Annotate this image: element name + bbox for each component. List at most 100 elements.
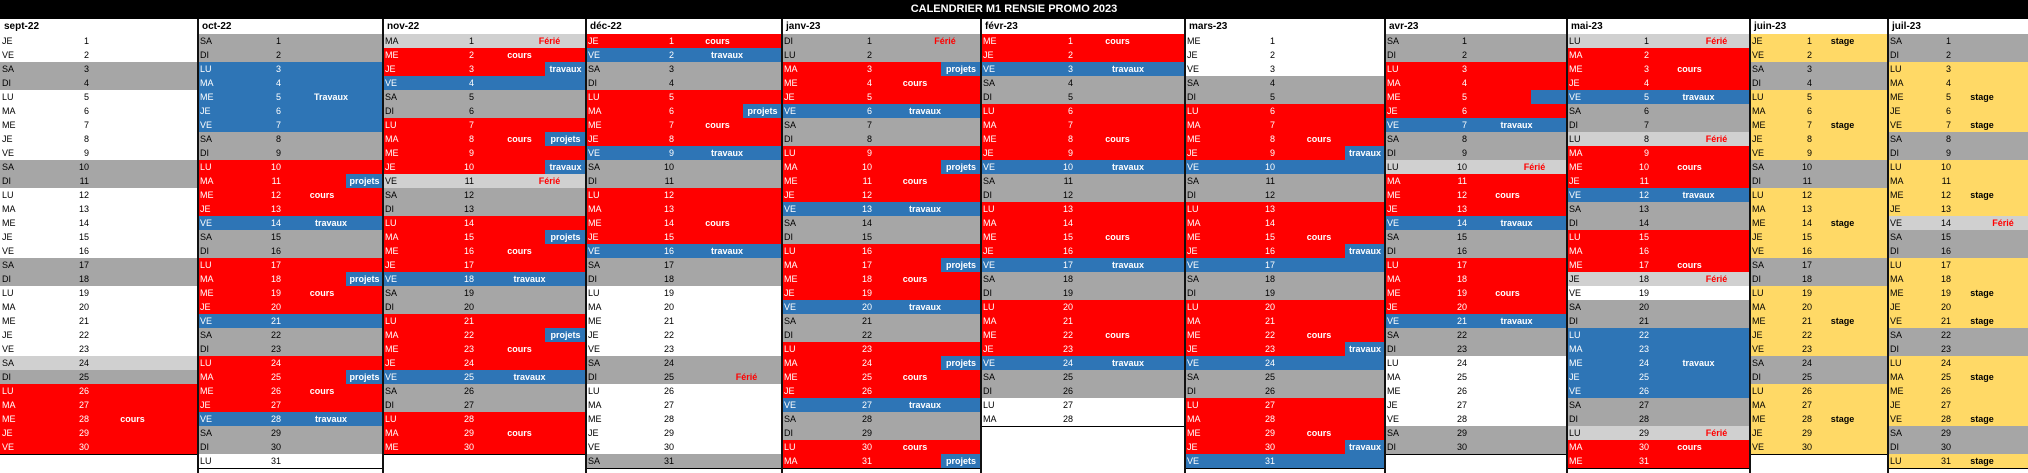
day-row: DI 12 (1185, 188, 1385, 202)
day-row: ME 26 (1385, 384, 1567, 398)
day-number: 18 (663, 274, 674, 284)
day-row: ME 5 stage (1888, 90, 2028, 104)
day-row: VE 2 (1750, 48, 1888, 62)
day-number: 10 (1940, 162, 1951, 172)
weekday-label: VE (385, 274, 398, 284)
day-row: ME 7 (0, 118, 198, 132)
day-fill (1888, 454, 2028, 468)
weekday-label: VE (588, 50, 601, 60)
day-row: JE 3 travaux (383, 62, 586, 76)
month-column: mars-23 ME 1 JE 2 VE 3 SA 4 DI 5 LU 6 MA 7 ME 8 cours JE 9 t… (1185, 19, 1385, 469)
weekday-label: MA (1752, 106, 1766, 116)
day-number: 28 (1801, 414, 1812, 424)
day-row: VE 30 (1750, 440, 1888, 454)
day-number: 3 (275, 64, 281, 74)
day-fill (1385, 384, 1567, 398)
event-label: Férié (735, 372, 758, 382)
weekday-label: LU (1569, 36, 1581, 46)
weekday-label: SA (588, 456, 601, 466)
day-number: 30 (1638, 442, 1649, 452)
day-number: 3 (668, 64, 674, 74)
event-label: Férié (538, 36, 561, 46)
event-label: travaux (1348, 344, 1382, 354)
weekday-label: VE (784, 106, 797, 116)
day-number: 5 (1806, 92, 1812, 102)
day-row: SA 22 (1385, 328, 1567, 342)
day-row: JE 19 (782, 286, 981, 300)
day-row: VE 18 travaux (383, 272, 586, 286)
day-fill (1385, 286, 1567, 300)
day-fill (198, 132, 383, 146)
day-fill (0, 146, 198, 160)
weekday-label: MA (1569, 344, 1583, 354)
day-number: 12 (1940, 190, 1951, 200)
weekday-label: LU (784, 344, 796, 354)
day-number: 7 (1643, 120, 1649, 130)
day-row: MA 25 projets (198, 370, 383, 384)
day-fill (198, 342, 383, 356)
day-number: 5 (1269, 92, 1275, 102)
day-number: 7 (1945, 120, 1951, 130)
day-row: LU 10 (198, 160, 383, 174)
day-fill (198, 328, 383, 342)
day-fill (981, 342, 1185, 356)
weekday-label: VE (200, 414, 213, 424)
weekday-label: JE (1752, 134, 1763, 144)
day-row: LU 24 (198, 356, 383, 370)
day-fill (1567, 48, 1750, 62)
day-fill (383, 314, 586, 328)
day-fill (1750, 62, 1888, 76)
weekday-label: ME (983, 134, 997, 144)
day-row: LU 8 Férié (1567, 132, 1750, 146)
day-number: 27 (861, 400, 872, 410)
day-number: 30 (1940, 442, 1951, 452)
day-fill (1567, 412, 1750, 426)
day-fill (198, 454, 383, 468)
day-fill (383, 174, 586, 188)
event-label: cours (1677, 64, 1702, 74)
day-number: 30 (78, 442, 89, 452)
weekday-label: LU (1187, 302, 1199, 312)
weekday-label: SA (1890, 36, 1903, 46)
weekday-label: ME (385, 50, 399, 60)
day-number: 22 (270, 330, 281, 340)
day-number: 9 (275, 148, 281, 158)
weekday-label: MA (588, 400, 602, 410)
day-row: MA 20 (586, 300, 782, 314)
weekday-label: MA (1890, 176, 1904, 186)
day-number: 10 (270, 162, 281, 172)
day-number: 26 (1456, 386, 1467, 396)
day-row: JE 20 (1888, 300, 2028, 314)
day-number: 14 (1801, 218, 1812, 228)
day-number: 16 (463, 246, 474, 256)
day-row: JE 16 (981, 244, 1185, 258)
day-fill (198, 174, 346, 188)
day-fill (586, 48, 782, 62)
event-label: travaux (1682, 190, 1715, 200)
event-label: travaux (314, 218, 348, 228)
weekday-label: JE (1387, 400, 1398, 410)
month-name: nov-22 (387, 21, 420, 32)
weekday-label: VE (200, 218, 213, 228)
event-label: projets (945, 456, 976, 466)
weekday-label: SA (588, 358, 601, 368)
day-fill (198, 258, 383, 272)
day-row: SA 27 (1567, 398, 1750, 412)
day-row: SA 22 (1888, 328, 2028, 342)
weekday-label: DI (588, 78, 597, 88)
day-fill (586, 160, 782, 174)
day-row: SA 24 (1750, 356, 1888, 370)
weekday-label: MA (1890, 274, 1904, 284)
day-number: 24 (1062, 358, 1073, 368)
day-number: 6 (1461, 106, 1467, 116)
day-row: SA 11 (1185, 174, 1385, 188)
weekday-label: MA (385, 232, 399, 242)
weekday-label: LU (1187, 204, 1199, 214)
event-label: projets (945, 162, 976, 172)
day-row: JE 8 (0, 132, 198, 146)
day-row: MA 31 projets (782, 454, 981, 468)
day-fill (1567, 342, 1750, 356)
weekday-label: DI (1569, 218, 1578, 228)
day-row: DI 5 (1185, 90, 1385, 104)
weekday-label: MA (1752, 204, 1766, 214)
